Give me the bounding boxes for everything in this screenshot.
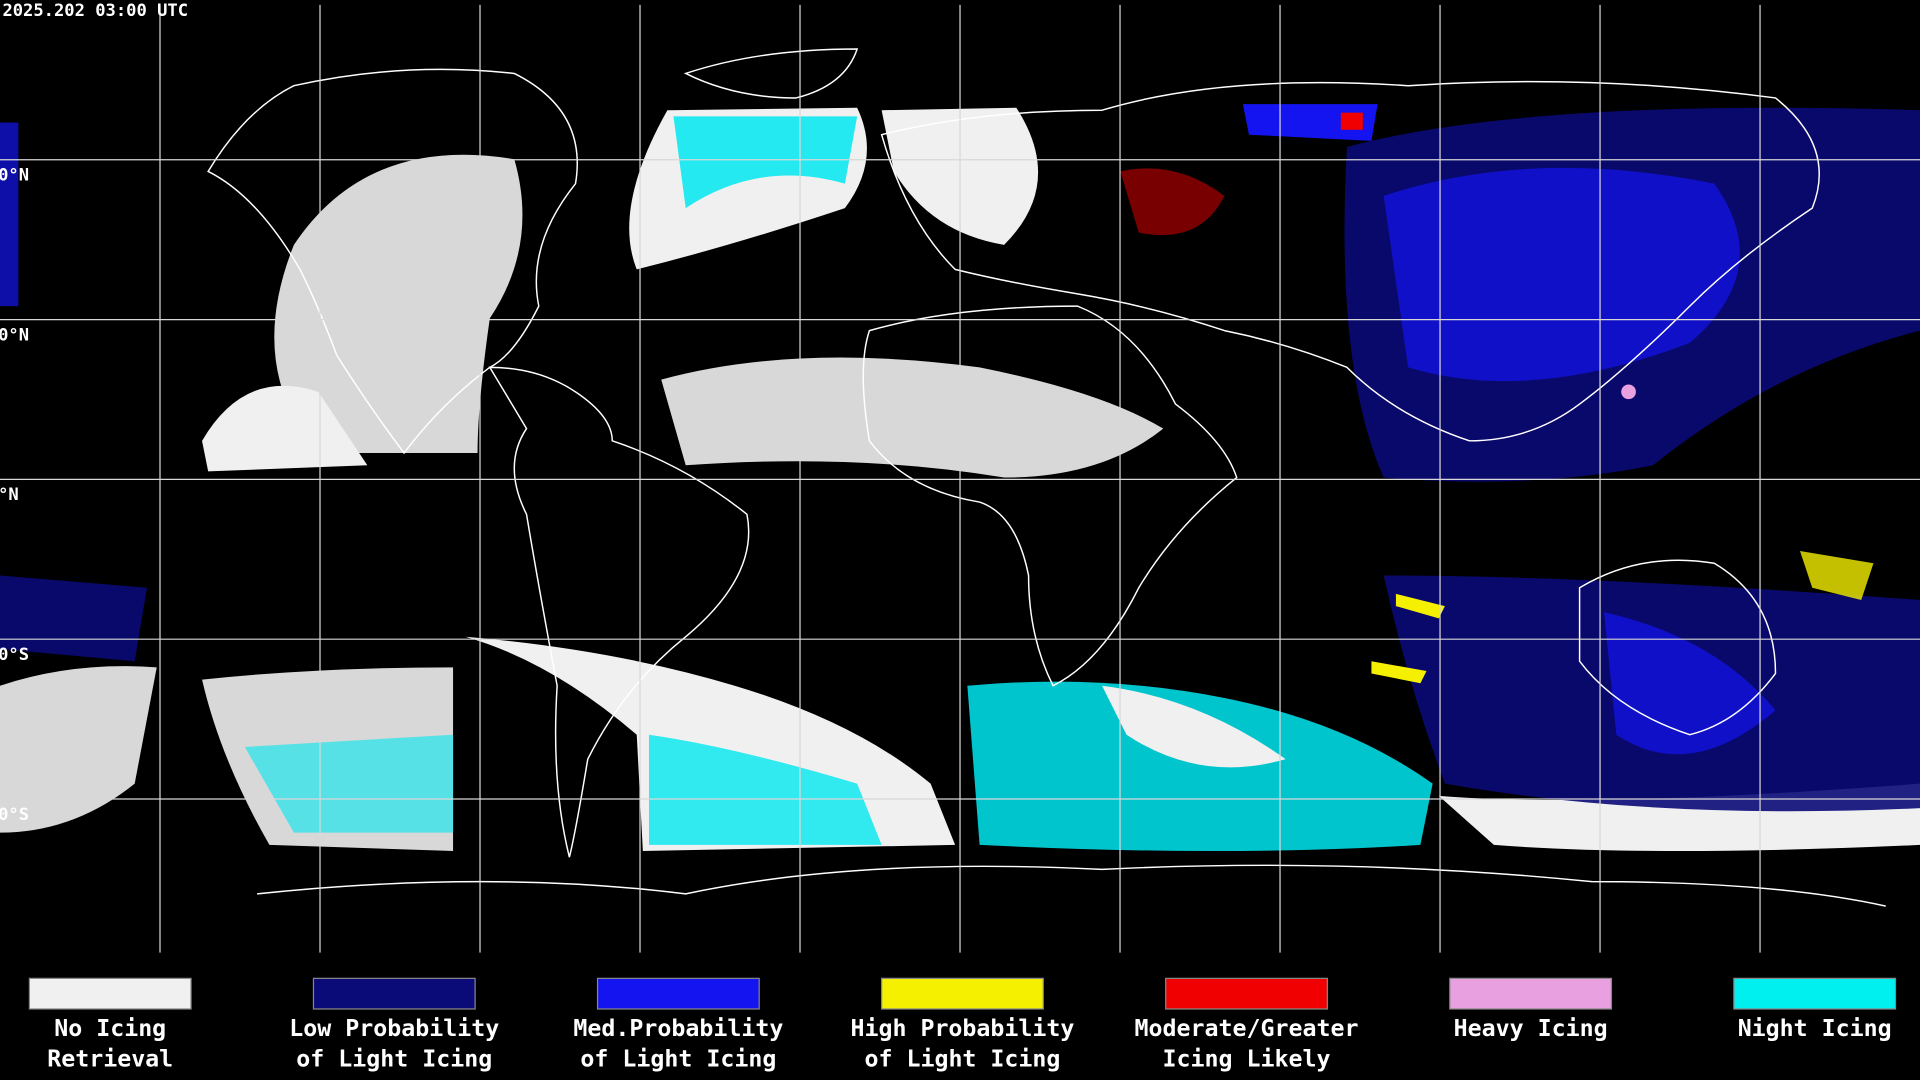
legend-label: Moderate/Greater <box>1135 1015 1359 1042</box>
legend-label: Night Icing <box>1738 1015 1892 1042</box>
timestamp: 2025.202 03:00 UTC <box>2 1 188 21</box>
latitude-label: 30°S <box>0 645 29 665</box>
legend-swatch <box>312 977 476 1010</box>
legend-label: High Probability <box>850 1015 1074 1042</box>
latitude-label: 60°S <box>0 805 29 825</box>
legend-swatch <box>1449 977 1613 1010</box>
legend-label: of Light Icing <box>864 1046 1060 1073</box>
legend-label: of Light Icing <box>580 1046 776 1073</box>
legend-swatch <box>1165 977 1328 1010</box>
graticule <box>0 4 1920 953</box>
legend-label: Heavy Icing <box>1454 1015 1608 1042</box>
latitude-label: 60°N <box>0 166 29 186</box>
legend-label: Retrieval <box>47 1046 173 1073</box>
legend-swatch <box>28 977 192 1010</box>
latitude-label: 30°N <box>0 325 29 345</box>
legend: No Icing Retrieval Low Probability of Light… <box>28 977 1897 1073</box>
legend-label: Med.Probability <box>573 1015 783 1042</box>
latitude-labels: 60°N 30°N 0°N 30°S 60°S <box>0 166 29 825</box>
legend-swatch <box>1733 977 1897 1010</box>
cloud-field <box>0 104 1920 852</box>
legend-label: of Light Icing <box>296 1046 492 1073</box>
legend-swatch <box>881 977 1044 1010</box>
legend-label: Icing Likely <box>1163 1046 1331 1073</box>
legend-label: Low Probability <box>289 1015 499 1042</box>
latitude-label: 0°N <box>0 485 19 505</box>
legend-swatch <box>596 977 760 1010</box>
legend-label: No Icing <box>54 1015 166 1042</box>
